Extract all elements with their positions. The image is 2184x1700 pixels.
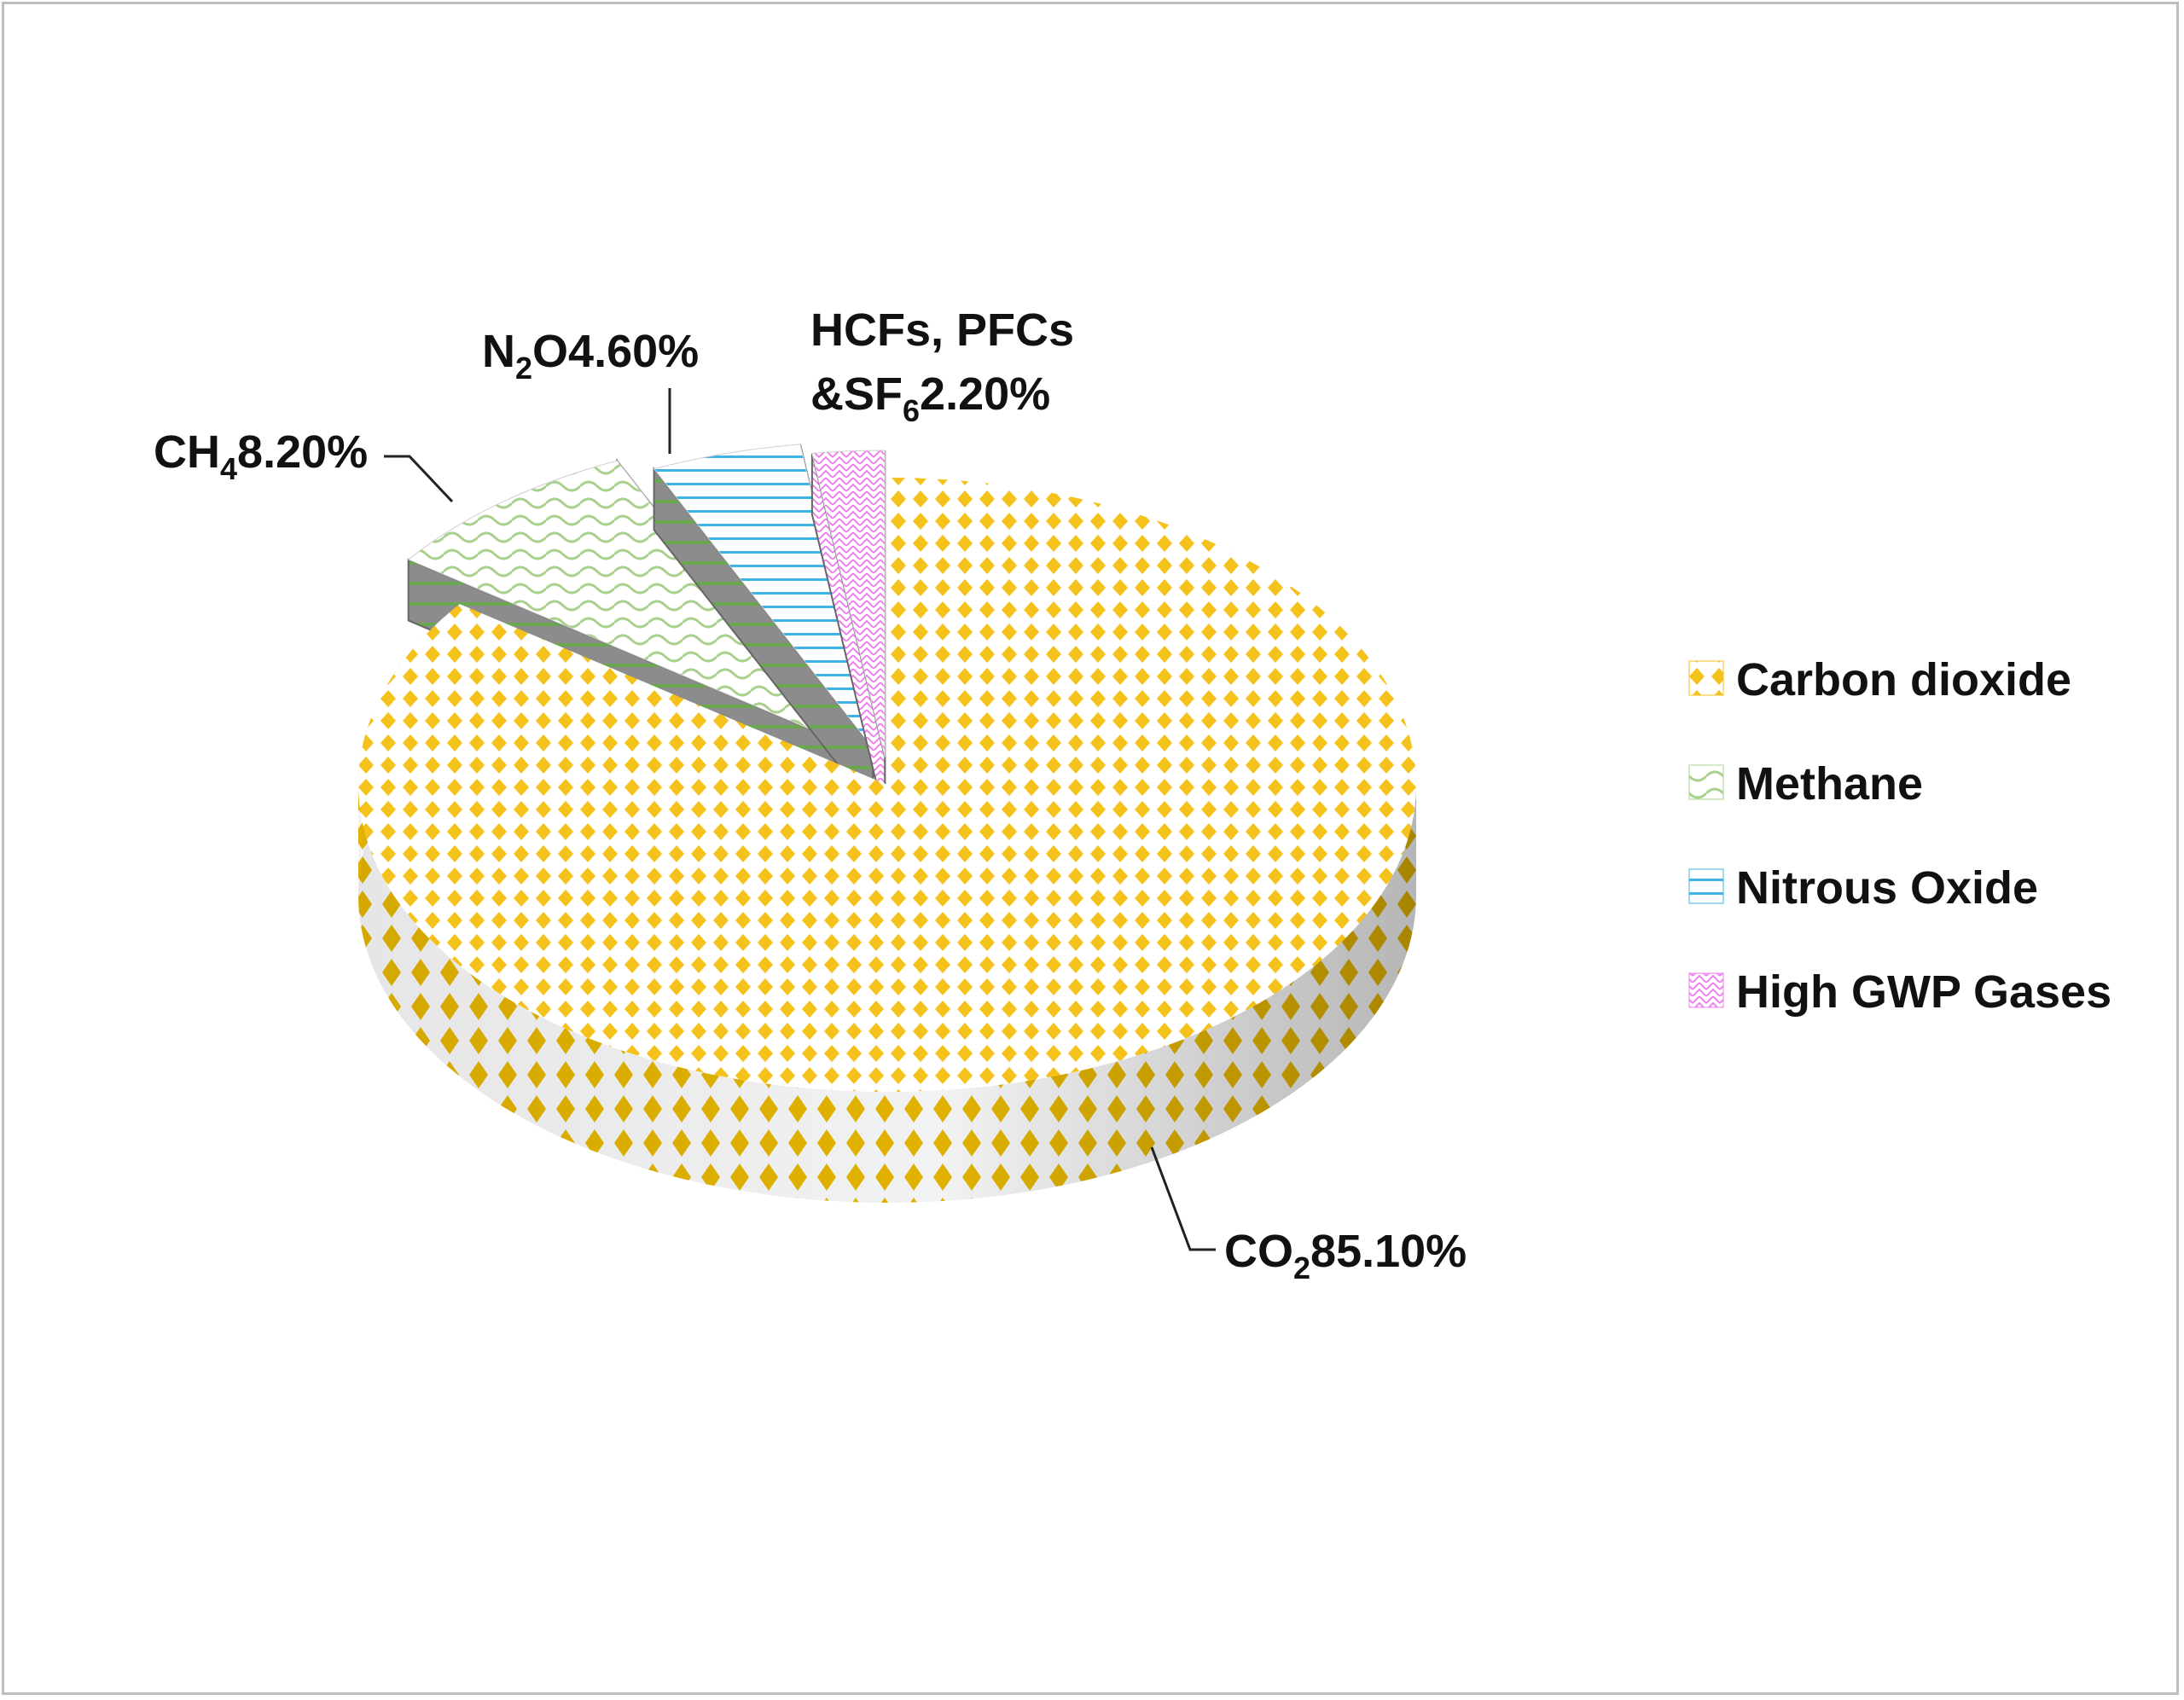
legend-entry-carbon-dioxide: Carbon dioxide [1688,654,2071,705]
legend-entry-high-gwp-gases: High GWP Gases [1688,966,2111,1018]
legend-swatch [1688,972,1724,1008]
legend-entry-methane: Methane [1688,758,1923,809]
legend-swatch [1688,868,1724,904]
legend-label: Methane [1736,758,1923,809]
data-label-line1: HCFs, PFCs [810,305,1074,356]
legend-entry-nitrous-oxide: Nitrous Oxide [1688,862,2038,914]
data-label-text: CO285.10% [1224,1226,1467,1285]
legend-swatch [1688,764,1724,800]
legend-label: High GWP Gases [1736,966,2111,1018]
data-label-high-gwp-gases: HCFs, PFCs&SF62.20% [810,305,1074,428]
data-label-text: &SF62.20% [810,368,1050,428]
data-label-methane: CH48.20% [154,426,454,503]
data-label-nitrous-oxide: N2O4.60% [482,326,699,454]
data-label-text: N2O4.60% [482,326,699,386]
legend-label: Nitrous Oxide [1736,862,2038,914]
legend-label: Carbon dioxide [1736,654,2071,705]
data-label-text: CH48.20% [154,426,368,486]
slice-nitrous-oxide [653,444,874,812]
pie-data-labels: CO285.10% CH48.20% N2O4.60% HCFs, PFCs&SF62… [154,305,1467,1285]
slice-carbon-dioxide [358,478,1417,1203]
data-label-carbon-dioxide: CO285.10% [1150,1146,1467,1285]
chart-legend: Carbon dioxide Methane Nitrous Oxide High G… [1688,654,2111,1018]
legend-swatch [1688,660,1724,696]
pie-slices [358,444,1417,1203]
